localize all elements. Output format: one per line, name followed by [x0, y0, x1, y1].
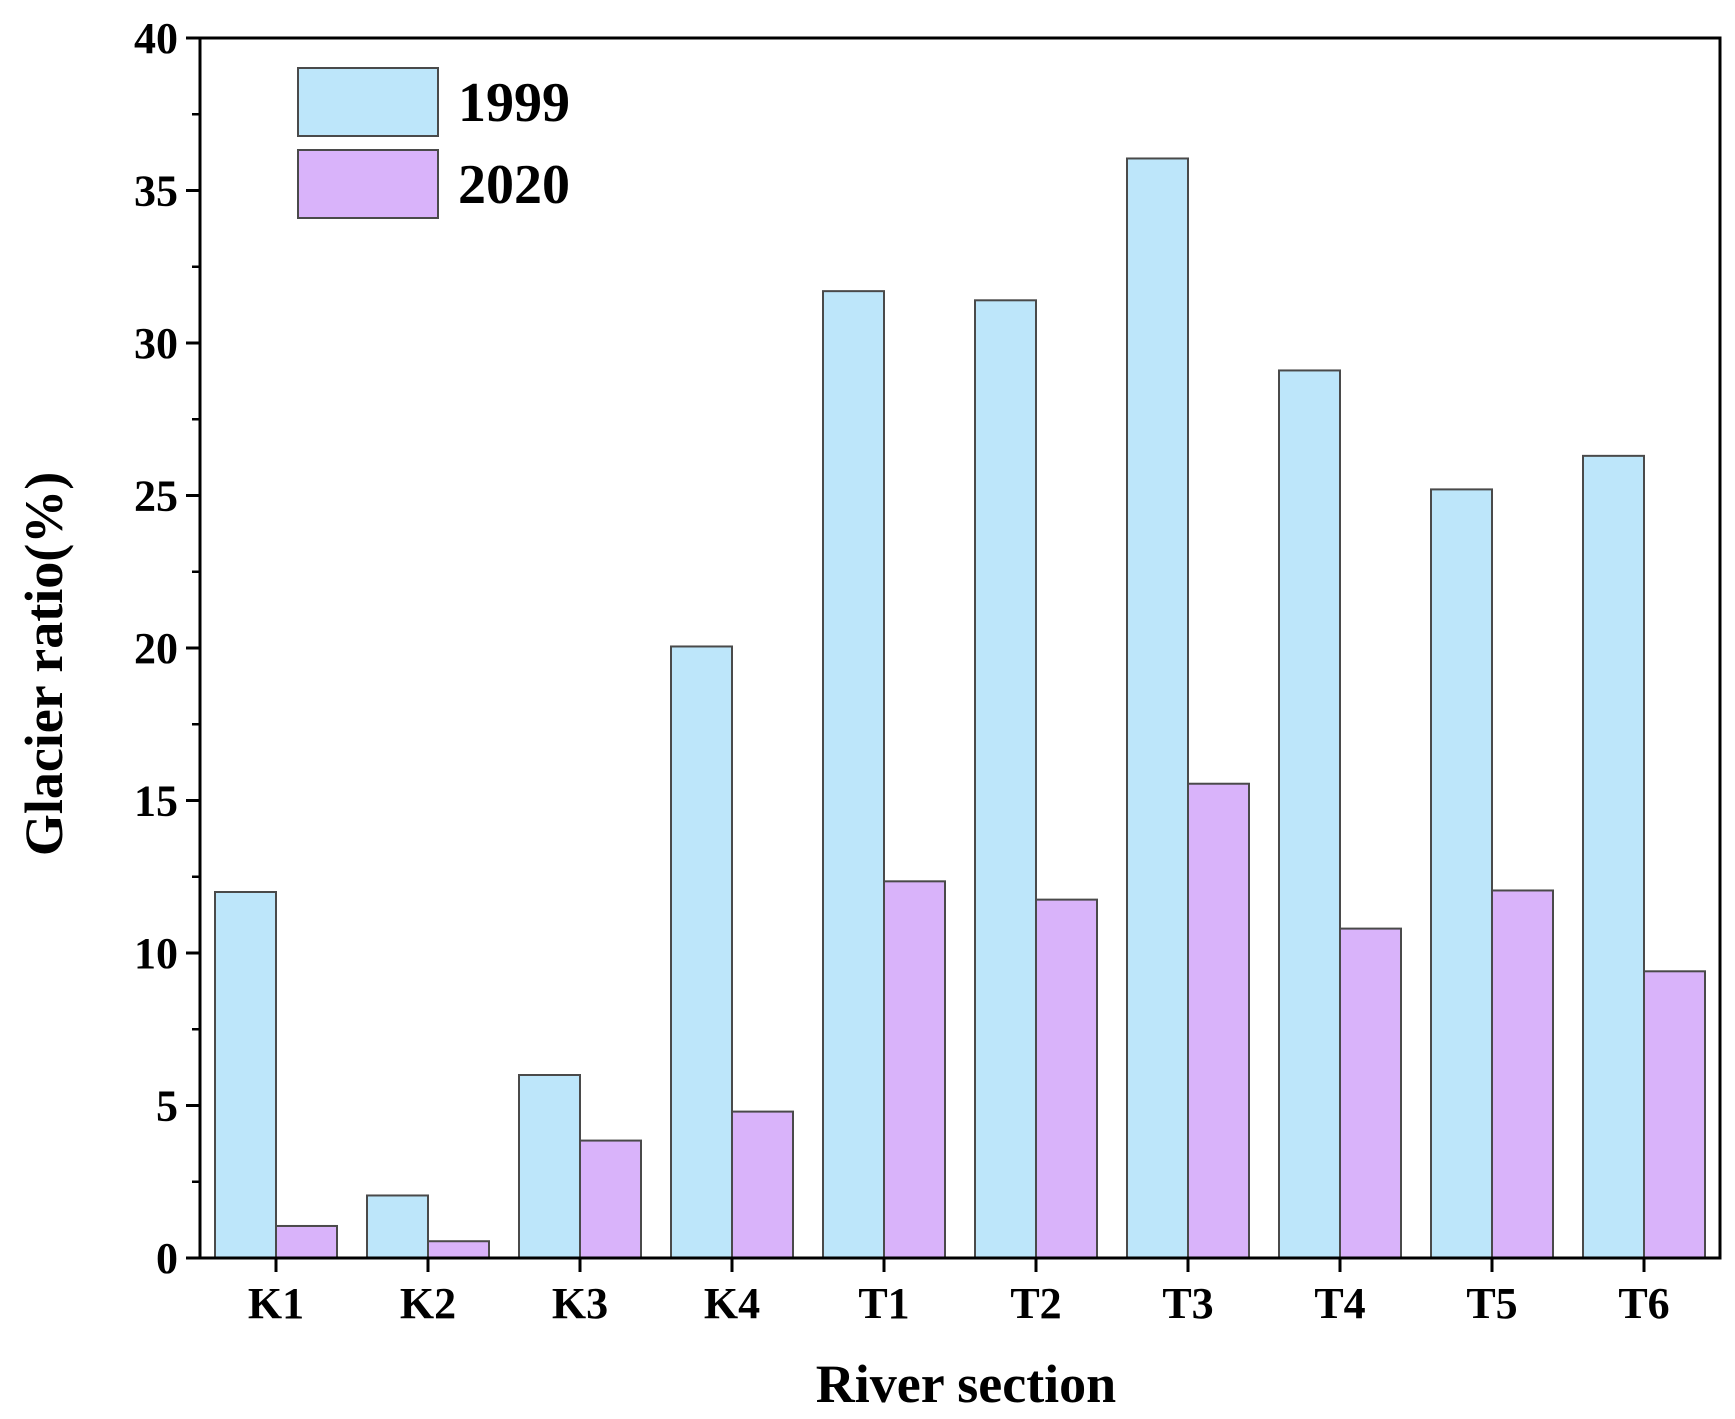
- legend-swatch-1999: [297, 67, 439, 137]
- y-tick-label: 30: [134, 319, 178, 368]
- x-tick-label: T1: [858, 1279, 909, 1328]
- y-axis-title: Glacier ratio(%): [14, 472, 74, 856]
- bars-layer: [214, 157, 1706, 1260]
- y-tick-label: 25: [134, 472, 178, 521]
- x-tick-label: T6: [1618, 1279, 1669, 1328]
- x-tick-label: T4: [1314, 1279, 1365, 1328]
- x-tick-label: K4: [704, 1279, 760, 1328]
- bar-1999-K2: [366, 1194, 429, 1259]
- y-tick-label: 10: [134, 929, 178, 978]
- bar-2020-T1: [883, 880, 946, 1259]
- x-tick-label: T2: [1010, 1279, 1061, 1328]
- axes-layer: 0 5 10 15 20 25 30 35 40 K1 K2 K3 K4 T1 T2 T3 T4 T5 T6: [134, 14, 1722, 1328]
- y-tick-label: 35: [134, 167, 178, 216]
- bar-1999-K4: [670, 645, 733, 1259]
- bar-1999-T6: [1582, 454, 1645, 1260]
- bar-1999-K1: [214, 891, 277, 1259]
- bar-2020-K3: [579, 1139, 642, 1259]
- bar-2020-K2: [427, 1240, 490, 1259]
- bar-2020-T4: [1339, 927, 1402, 1259]
- legend: 1999 2020: [297, 67, 570, 219]
- y-tick-label: 40: [134, 14, 178, 63]
- legend-swatch-2020: [297, 149, 439, 219]
- x-tick-label: T3: [1162, 1279, 1213, 1328]
- x-tick-label: K2: [400, 1279, 456, 1328]
- legend-label-1999: 1999: [458, 72, 570, 134]
- x-tick-label: T5: [1466, 1279, 1517, 1328]
- bar-1999-T3: [1126, 157, 1189, 1260]
- y-tick-label: 15: [134, 777, 178, 826]
- y-tick-label: 5: [156, 1082, 178, 1131]
- bar-1999-K3: [518, 1074, 581, 1259]
- legend-label-2020: 2020: [458, 154, 570, 216]
- bar-2020-K4: [731, 1110, 794, 1259]
- bar-2020-T6: [1643, 970, 1706, 1259]
- bar-1999-T5: [1430, 488, 1493, 1259]
- bar-2020-K1: [275, 1224, 338, 1259]
- x-axis-title: River section: [816, 1354, 1116, 1414]
- bar-1999-T4: [1278, 369, 1341, 1259]
- x-tick-label: K1: [248, 1279, 304, 1328]
- bar-2020-T2: [1035, 898, 1098, 1259]
- y-tick-label: 0: [156, 1234, 178, 1283]
- bar-1999-T1: [822, 290, 885, 1259]
- bar-1999-T2: [974, 299, 1037, 1259]
- bar-2020-T5: [1491, 889, 1554, 1259]
- y-tick-label: 20: [134, 624, 178, 673]
- bar-2020-T3: [1187, 782, 1250, 1259]
- x-tick-label: K3: [552, 1279, 608, 1328]
